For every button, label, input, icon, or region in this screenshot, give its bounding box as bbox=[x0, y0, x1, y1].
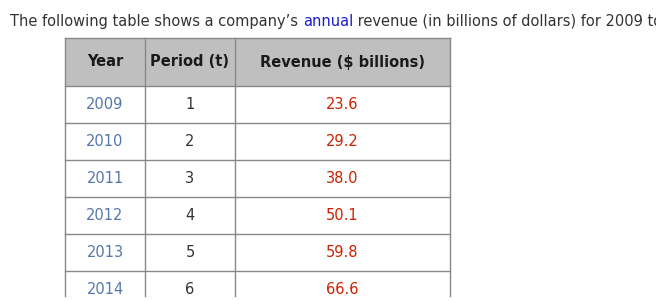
Text: 2014: 2014 bbox=[87, 282, 123, 297]
Text: 2010: 2010 bbox=[87, 134, 124, 149]
Text: 3: 3 bbox=[186, 171, 195, 186]
Text: 2013: 2013 bbox=[87, 245, 123, 260]
Text: Revenue ($ billions): Revenue ($ billions) bbox=[260, 54, 425, 70]
Text: annual: annual bbox=[302, 14, 353, 29]
Text: revenue (in billions of dollars) for 2009 to 2014.: revenue (in billions of dollars) for 200… bbox=[353, 14, 656, 29]
Text: 2: 2 bbox=[185, 134, 195, 149]
Text: 2011: 2011 bbox=[87, 171, 123, 186]
Text: 38.0: 38.0 bbox=[326, 171, 359, 186]
Text: 2012: 2012 bbox=[87, 208, 124, 223]
Text: 4: 4 bbox=[186, 208, 195, 223]
Text: 29.2: 29.2 bbox=[326, 134, 359, 149]
Text: 66.6: 66.6 bbox=[326, 282, 359, 297]
Text: 1: 1 bbox=[186, 97, 195, 112]
Text: 59.8: 59.8 bbox=[326, 245, 359, 260]
Bar bbox=[65, 38, 450, 86]
Text: 5: 5 bbox=[186, 245, 195, 260]
Text: 2009: 2009 bbox=[87, 97, 124, 112]
Text: 23.6: 23.6 bbox=[326, 97, 359, 112]
Text: 50.1: 50.1 bbox=[326, 208, 359, 223]
Text: Period (t): Period (t) bbox=[150, 54, 230, 70]
Text: Year: Year bbox=[87, 54, 123, 70]
Text: 6: 6 bbox=[186, 282, 195, 297]
Text: The following table shows a company’s: The following table shows a company’s bbox=[10, 14, 302, 29]
